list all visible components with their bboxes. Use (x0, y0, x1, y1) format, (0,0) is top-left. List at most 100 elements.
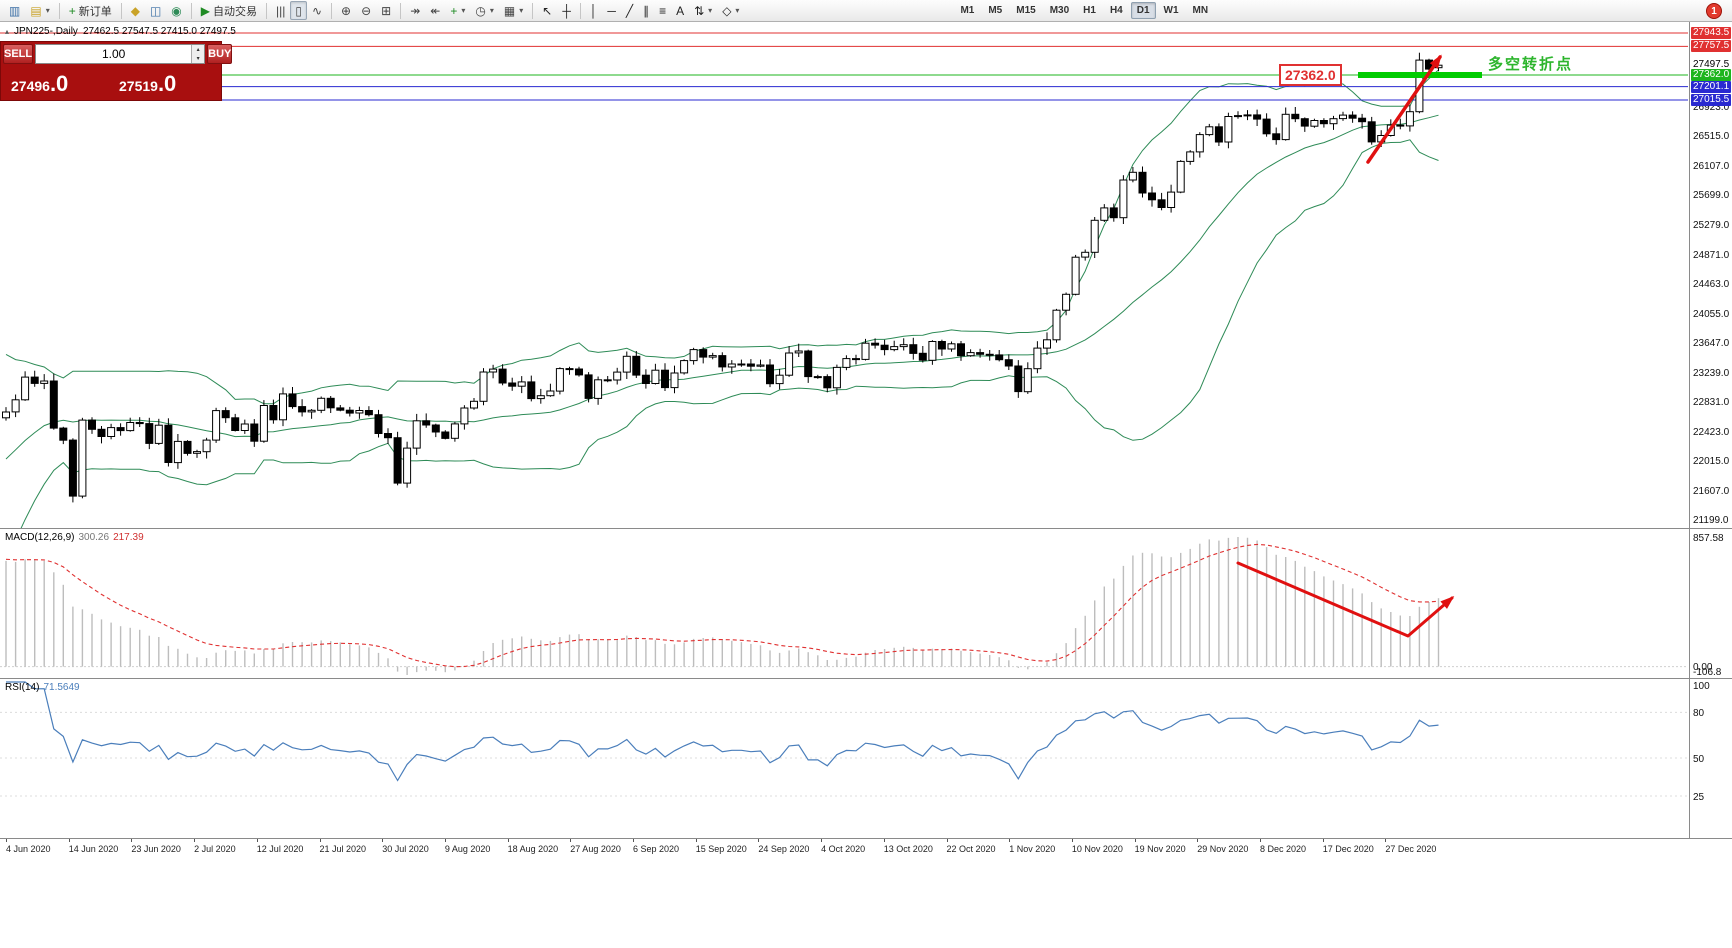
volume-input-wrap: ▴ ▾ (35, 44, 206, 64)
sell-price-int: 27496 (11, 78, 50, 94)
time-label: 13 Oct 2020 (883, 844, 933, 854)
macd-axis-label: 857.58 (1693, 533, 1724, 544)
tile-windows-icon: ⊞ (381, 3, 392, 18)
profiles-icon: ▤ (30, 3, 42, 18)
indicators-button[interactable]: + ▾ (445, 1, 470, 20)
chart-shift-button[interactable]: ↞ (425, 1, 445, 20)
price-tick: 21199.0 (1693, 515, 1729, 526)
volume-up-button[interactable]: ▴ (192, 45, 205, 54)
dropdown-arrow-icon: ▾ (708, 6, 713, 15)
turning-point-label: 多空转折点 (1488, 56, 1574, 73)
time-tick (6, 839, 7, 842)
timeframe-h1[interactable]: H1 (1083, 5, 1096, 16)
time-tick (821, 839, 823, 842)
candles-mode-icon: ▯ (295, 3, 302, 18)
new-order-button[interactable]: + 新订单 (64, 1, 117, 20)
dropdown-arrow-icon: ▾ (735, 6, 740, 15)
time-label: 19 Nov 2020 (1134, 844, 1186, 854)
timeframe-m1[interactable]: M1 (960, 5, 975, 16)
timeframe-w1[interactable]: W1 (1163, 5, 1179, 16)
arrows-tool-button[interactable]: ⇅ ▾ (689, 1, 717, 20)
shapes-tool-button[interactable]: ◇ ▾ (717, 1, 744, 20)
data-window-button[interactable]: ◫ (145, 1, 166, 20)
auto-trading-button[interactable]: ▶ 自动交易 (196, 1, 262, 20)
periods-button[interactable]: ◷ ▾ (470, 1, 499, 20)
buy-button[interactable]: BUY (207, 44, 233, 64)
arrows-tool-icon: ⇅ (694, 3, 705, 18)
trendline-button[interactable]: ╱ (621, 1, 638, 20)
trade-panel-prices: 27496 .0 27519.0 (3, 64, 219, 98)
time-tick (633, 839, 634, 842)
price-tick: 24463.0 (1693, 279, 1730, 291)
macd-name: MACD(12,26,9) (5, 532, 75, 543)
time-label: 4 Oct 2020 (821, 844, 866, 854)
sell-button[interactable]: SELL (3, 44, 34, 64)
time-tick (570, 839, 572, 842)
market-watch-button[interactable]: ◆ (126, 1, 145, 20)
rsi-axis-label: 100 (1693, 681, 1710, 692)
text-tool-button[interactable]: A (671, 1, 689, 20)
volume-spinner: ▴ ▾ (191, 45, 205, 63)
time-label: 29 Nov 2020 (1197, 844, 1249, 854)
trade-panel-controls: SELL ▴ ▾ BUY (3, 44, 233, 64)
timeframe-d1[interactable]: D1 (1130, 2, 1156, 19)
new-order-label: 新订单 (78, 5, 112, 18)
price-tag: 27757.5 (1691, 40, 1732, 53)
periods-icon: ◷ (475, 3, 486, 18)
main-toolbar: ▥ ▤ ▾ + 新订单 ◆ ◫ ◉ ▶ 自动交易 ||| ▯ ∿ ⊕ ⊖ ⊞ ↠ ↞ + ▾ ◷ ▾ ▦ ▾ ↖ ┼ │ ─ ╱ ∥ ≡ A ⇅… (0, 0, 1732, 22)
cursor-button[interactable]: ↖ (537, 1, 557, 20)
zoom-in-button[interactable]: ⊕ (336, 1, 356, 20)
zoom-out-icon: ⊖ (361, 3, 372, 18)
templates-button[interactable]: ▦ ▾ (499, 1, 528, 20)
timeframe-m30[interactable]: M30 (1049, 5, 1070, 16)
macd-value-signal: 217.39 (113, 532, 144, 543)
new-chart-icon: ▥ (9, 3, 21, 18)
timeframe-m5[interactable]: M5 (988, 5, 1003, 16)
fibonacci-button[interactable]: ≡ (654, 1, 671, 20)
time-label: 10 Nov 2020 (1071, 844, 1123, 854)
time-label: 6 Sep 2020 (633, 844, 680, 854)
toolbar-separator (331, 2, 333, 19)
zoom-out-button[interactable]: ⊖ (356, 1, 376, 20)
notification-badge[interactable]: 1 (1706, 3, 1722, 19)
buy-price-frac: .0 (157, 71, 177, 97)
volume-input[interactable] (36, 45, 192, 63)
channel-icon: ∥ (643, 3, 650, 18)
price-tick: 22015.0 (1693, 456, 1730, 468)
time-axis[interactable]: 4 Jun 2020 14 Jun 2020 23 Jun 2020 2 Jul 20… (0, 839, 1689, 863)
toolbar-separator (190, 2, 192, 19)
price-scale[interactable]: 26923.0 26515.0 26107.0 25699.0 25279.0 24871… (1690, 22, 1732, 839)
price-tick: 25699.0 (1693, 190, 1730, 202)
time-label: 27 Dec 2020 (1385, 844, 1437, 854)
time-label: 21 Jul 2020 (319, 844, 367, 854)
time-label: 30 Jul 2020 (382, 844, 429, 854)
chart-canvas[interactable] (0, 22, 1732, 948)
strategy-tester-button[interactable]: ◉ (166, 1, 186, 20)
indicator-axis: 857.58 0.00 -106.8 100 80 50 25 (1690, 22, 1732, 948)
toolbar-separator (400, 2, 402, 19)
horizontal-line-button[interactable]: ─ (602, 1, 621, 20)
price-tag: 27201.1 (1691, 80, 1732, 93)
candles-mode-button[interactable]: ▯ (290, 1, 307, 20)
rsi-axis-label: 80 (1693, 708, 1705, 720)
timeframe-mn[interactable]: MN (1192, 5, 1209, 16)
tile-windows-button[interactable]: ⊞ (376, 1, 396, 20)
channel-button[interactable]: ∥ (638, 1, 654, 20)
macd-axis-label: -106.8 (1693, 667, 1722, 678)
line-mode-button[interactable]: ∿ (307, 1, 327, 20)
time-tick (1385, 839, 1387, 842)
price-tag: 27943.5 (1691, 27, 1732, 39)
timeframe-h4[interactable]: H4 (1109, 5, 1123, 16)
time-label: 4 Jun 2020 (6, 844, 51, 854)
profiles-button[interactable]: ▤ ▾ (25, 1, 54, 20)
bars-mode-button[interactable]: ||| (271, 1, 290, 20)
new-chart-button[interactable]: ▥ (4, 1, 25, 20)
auto-scroll-button[interactable]: ↠ (405, 1, 425, 20)
buy-price: 27519.0 (111, 64, 219, 98)
vertical-line-button[interactable]: │ (585, 1, 603, 20)
timeframe-m15[interactable]: M15 (1016, 5, 1036, 16)
crosshair-button[interactable]: ┼ (557, 1, 576, 20)
one-click-trading-panel: SELL ▴ ▾ BUY 27496 .0 27519.0 (0, 41, 233, 101)
volume-down-button[interactable]: ▾ (192, 54, 205, 63)
time-tick (1071, 839, 1073, 842)
